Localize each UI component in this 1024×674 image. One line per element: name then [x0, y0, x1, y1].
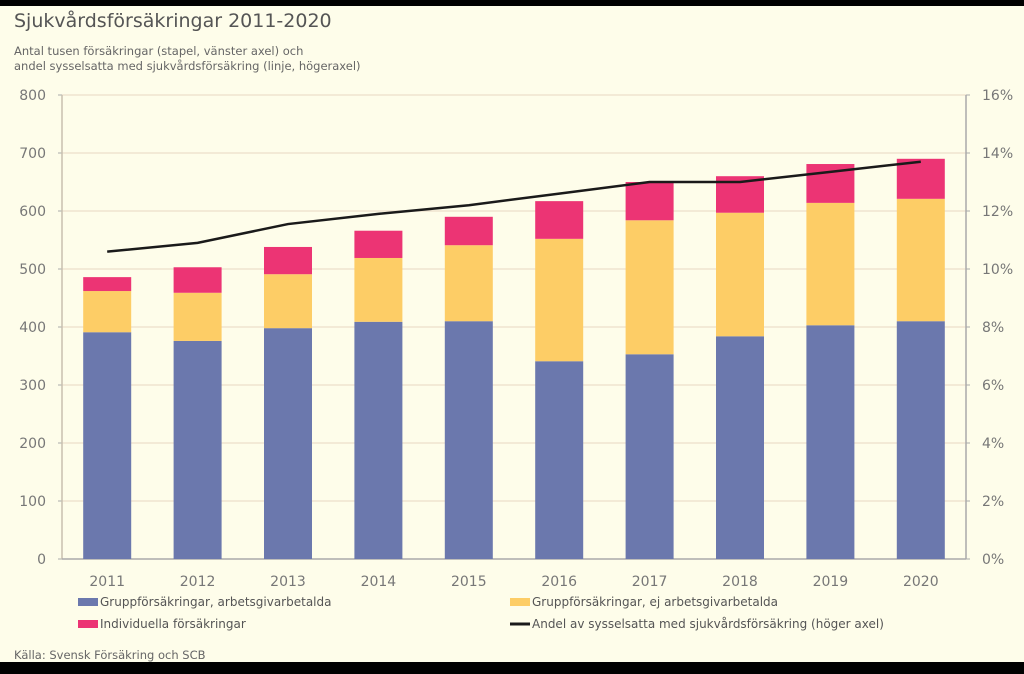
bar-segment-2 — [83, 291, 132, 333]
left-tick-label: 200 — [19, 436, 46, 452]
share-line — [107, 160, 921, 253]
left-tick-label: 100 — [19, 494, 46, 510]
right-tick-label: 10% — [982, 262, 1013, 278]
bar-segment-1 — [444, 321, 493, 559]
subtitle-line-2: andel sysselsatta med sjukvårdsförsäkrin… — [14, 59, 361, 73]
bar-segment-2 — [354, 257, 403, 322]
bar-segment-3 — [625, 182, 674, 221]
bar-segment-3 — [264, 246, 312, 275]
legend-label: Andel av sysselsatta med sjukvårdsförsäk… — [532, 617, 884, 631]
bar-segment-1 — [625, 354, 674, 559]
chart-source: Källa: Svensk Försäkring och SCB — [14, 648, 206, 662]
bar-segment-3 — [173, 267, 222, 293]
left-tick-label: 600 — [19, 204, 46, 220]
left-tick-label: 0 — [37, 552, 46, 568]
x-tick-label: 2019 — [813, 574, 849, 590]
bar-segment-1 — [535, 361, 584, 559]
bar-segment-3 — [354, 230, 403, 258]
x-tick-label: 2020 — [903, 574, 939, 590]
left-tick-label: 300 — [19, 378, 46, 394]
bar-segment-2 — [264, 274, 312, 329]
subtitle-line-1: Antal tusen försäkringar (stapel, vänste… — [14, 44, 304, 58]
right-tick-label: 0% — [982, 552, 1004, 568]
bar-segment-3 — [896, 158, 945, 199]
left-tick-label: 800 — [19, 88, 46, 104]
bar-segment-2 — [535, 238, 584, 362]
x-tick-label: 2017 — [632, 574, 668, 590]
bar-segment-3 — [535, 201, 584, 239]
chart-subtitle: Antal tusen försäkringar (stapel, vänste… — [14, 44, 361, 74]
bar-segment-3 — [444, 216, 493, 246]
x-tick-label: 2013 — [270, 574, 306, 590]
right-tick-label: 2% — [982, 494, 1004, 510]
bar-segment-2 — [625, 220, 674, 355]
legend-label: Individuella försäkringar — [100, 617, 246, 631]
legend-swatch — [510, 598, 530, 606]
x-tick-label: 2012 — [180, 574, 216, 590]
bar-segment-1 — [354, 321, 403, 559]
bar-segment-2 — [896, 198, 945, 322]
bar-segment-2 — [444, 245, 493, 322]
right-tick-label: 8% — [982, 320, 1004, 336]
bar-segment-3 — [83, 277, 132, 292]
right-tick-label: 16% — [982, 88, 1013, 104]
legend-swatch — [78, 598, 98, 606]
right-tick-label: 6% — [982, 378, 1004, 394]
x-tick-label: 2015 — [451, 574, 487, 590]
left-tick-label: 500 — [19, 262, 46, 278]
bar-segment-1 — [896, 321, 945, 559]
right-tick-label: 14% — [982, 146, 1013, 162]
x-tick-label: 2018 — [722, 574, 758, 590]
x-tick-label: 2014 — [361, 574, 397, 590]
left-tick-label: 700 — [19, 146, 46, 162]
bar-segment-2 — [806, 202, 855, 326]
left-tick-label: 400 — [19, 320, 46, 336]
right-tick-label: 4% — [982, 436, 1004, 452]
bar-segment-2 — [173, 292, 222, 341]
x-tick-label: 2011 — [89, 574, 125, 590]
legend-label: Gruppförsäkringar, ej arbetsgivarbetalda — [532, 595, 778, 609]
bar-segment-1 — [716, 336, 764, 559]
bar-segment-1 — [173, 340, 222, 559]
right-tick-label: 12% — [982, 204, 1013, 220]
bar-segment-2 — [716, 212, 764, 337]
x-tick-label: 2016 — [541, 574, 577, 590]
legend-label: Gruppförsäkringar, arbetsgivarbetalda — [100, 595, 331, 609]
legend-swatch — [78, 620, 98, 628]
chart-title: Sjukvårdsförsäkringar 2011-2020 — [14, 10, 332, 32]
bar-segment-1 — [83, 332, 132, 559]
bar-segment-1 — [264, 328, 312, 559]
bar-segment-1 — [806, 325, 855, 559]
